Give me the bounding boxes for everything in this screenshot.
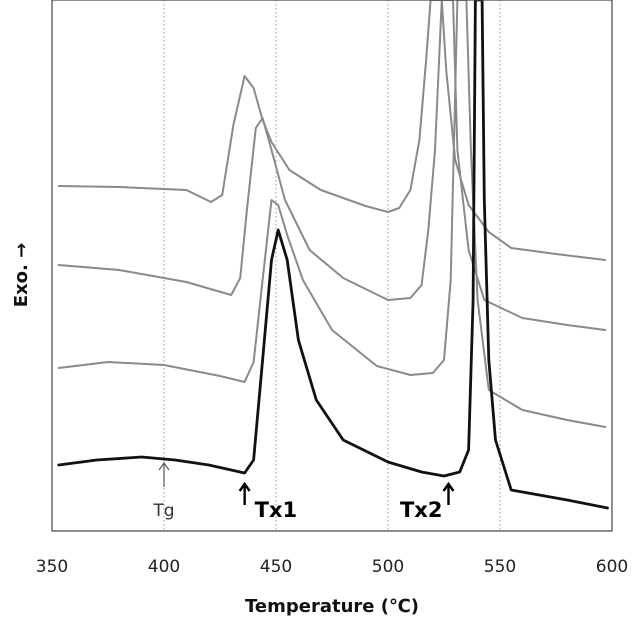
annotation-tx2: Tx2 [400,498,442,522]
x-tick-label-400: 400 [148,557,180,577]
x-tick-label-450: 450 [260,557,292,577]
x-tick-labels: 350 400 450 500 550 600 [36,557,628,577]
x-tick-label-600: 600 [596,557,628,577]
x-tick-label-350: 350 [36,557,68,577]
x-tick-label-500: 500 [372,557,404,577]
annotation-tg: Tg [152,501,174,521]
y-axis-title: Exo. → [11,243,32,307]
plot-background [52,0,612,531]
x-axis-title: Temperature (℃) [245,596,419,617]
x-tick-label-550: 550 [484,557,516,577]
annotation-tx1: Tx1 [255,498,297,522]
